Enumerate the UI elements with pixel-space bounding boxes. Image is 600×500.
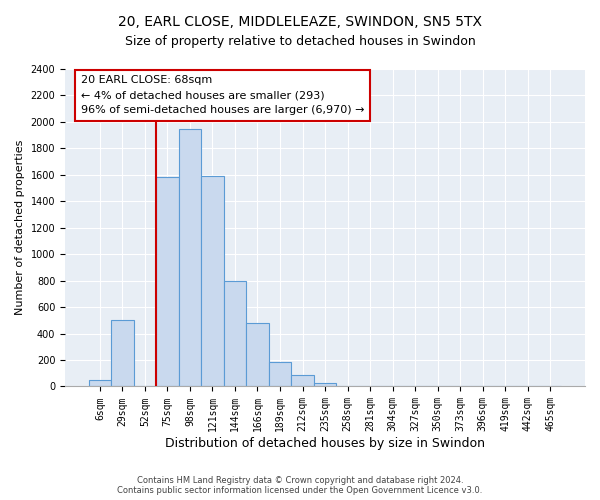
- Bar: [246, 323, 269, 386]
- Text: Contains HM Land Registry data © Crown copyright and database right 2024.
Contai: Contains HM Land Registry data © Crown c…: [118, 476, 482, 495]
- Bar: [224, 280, 246, 386]
- X-axis label: Distribution of detached houses by size in Swindon: Distribution of detached houses by size …: [165, 437, 485, 450]
- Bar: [314, 382, 336, 386]
- Bar: [156, 178, 179, 386]
- Text: 20 EARL CLOSE: 68sqm
← 4% of detached houses are smaller (293)
96% of semi-detac: 20 EARL CLOSE: 68sqm ← 4% of detached ho…: [80, 76, 364, 115]
- Bar: [179, 128, 201, 386]
- Bar: [89, 380, 111, 386]
- Bar: [269, 362, 291, 386]
- Bar: [201, 176, 224, 386]
- Text: 20, EARL CLOSE, MIDDLELEAZE, SWINDON, SN5 5TX: 20, EARL CLOSE, MIDDLELEAZE, SWINDON, SN…: [118, 15, 482, 29]
- Bar: [291, 374, 314, 386]
- Y-axis label: Number of detached properties: Number of detached properties: [15, 140, 25, 316]
- Text: Size of property relative to detached houses in Swindon: Size of property relative to detached ho…: [125, 35, 475, 48]
- Bar: [111, 320, 134, 386]
